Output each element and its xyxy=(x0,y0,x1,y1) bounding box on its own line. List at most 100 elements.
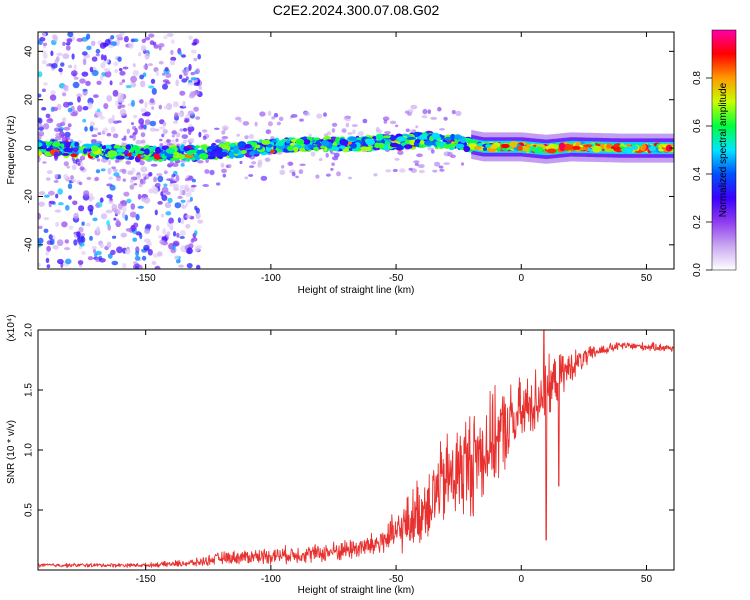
spectral-blob xyxy=(163,183,168,187)
spectral-blob xyxy=(153,176,158,183)
spectral-blob xyxy=(281,165,285,169)
spectral-blob xyxy=(200,144,207,149)
spectral-blob xyxy=(631,145,639,150)
spectral-blob xyxy=(150,163,158,167)
spectral-blob xyxy=(119,108,127,116)
spectral-blob xyxy=(73,64,77,71)
spectral-blob xyxy=(186,247,193,255)
spectral-blob xyxy=(99,42,107,49)
spectral-blob xyxy=(202,129,208,133)
spectral-blob xyxy=(483,147,487,152)
spectral-blob xyxy=(434,161,441,167)
spectrogram-y-label: Frequency (Hz) xyxy=(6,116,17,185)
spectral-blob xyxy=(133,114,138,119)
spectral-blob xyxy=(49,200,56,204)
spectral-blob xyxy=(106,132,112,137)
spectral-blob xyxy=(62,85,68,90)
spectral-blob xyxy=(87,102,93,109)
spectral-blob xyxy=(154,265,161,269)
spectral-blob xyxy=(144,36,151,41)
spectral-blob xyxy=(79,78,86,84)
spectral-blob xyxy=(170,174,175,180)
spectral-blob xyxy=(187,199,191,203)
spectral-blob xyxy=(147,249,153,256)
spectral-blob xyxy=(181,54,186,58)
x-tick-label: 50 xyxy=(641,574,653,585)
spectral-blob xyxy=(125,144,131,150)
spectral-blob xyxy=(110,126,116,133)
spectral-blob xyxy=(164,153,174,157)
spectral-blob xyxy=(293,146,299,152)
spectral-blob xyxy=(326,131,331,136)
spectral-blob xyxy=(113,217,117,221)
spectral-blob xyxy=(214,127,220,130)
spectral-blob xyxy=(78,205,85,212)
spectral-blob xyxy=(232,145,240,149)
spectral-blob xyxy=(42,42,48,46)
spectral-blob xyxy=(45,251,49,256)
spectral-blob xyxy=(62,41,66,47)
spectral-blob xyxy=(360,146,369,151)
spectral-blob xyxy=(112,133,119,139)
spectral-blob xyxy=(191,42,197,46)
spectral-blob xyxy=(117,202,123,210)
spectral-blob xyxy=(144,148,150,156)
spectral-blob xyxy=(115,100,119,107)
y-tick-label: -40 xyxy=(24,237,35,252)
spectral-blob xyxy=(163,35,168,40)
spectral-blob xyxy=(140,132,146,138)
spectral-blob xyxy=(78,181,83,186)
spectral-blob xyxy=(60,143,65,148)
spectral-blob xyxy=(330,167,334,171)
spectral-blob xyxy=(312,137,320,141)
spectral-blob xyxy=(60,121,66,127)
spectral-blob xyxy=(131,99,135,107)
spectral-blob xyxy=(86,33,91,40)
spectral-blob xyxy=(185,192,192,197)
spectral-blob xyxy=(188,63,192,71)
spectral-blob xyxy=(148,33,155,38)
spectral-blob xyxy=(267,121,273,127)
spectral-blob xyxy=(190,238,195,244)
spectral-blob xyxy=(151,106,155,110)
spectral-blob xyxy=(195,68,200,75)
spectral-blob xyxy=(331,156,339,161)
spectral-blob xyxy=(606,143,612,149)
spectral-blob xyxy=(41,59,47,65)
spectral-blob xyxy=(182,127,188,132)
spectral-blob xyxy=(38,117,43,124)
spectral-blob xyxy=(185,202,189,207)
spectral-blob xyxy=(159,239,165,245)
spectral-blob xyxy=(373,173,378,177)
spectral-blob xyxy=(84,126,88,132)
spectral-blob xyxy=(54,136,62,141)
spectral-blob xyxy=(86,176,92,181)
spectral-blob xyxy=(81,250,86,255)
spectral-blob xyxy=(38,156,41,163)
spectral-blob xyxy=(184,118,190,123)
spectral-blob xyxy=(54,173,59,179)
spectral-blob xyxy=(57,188,63,195)
spectral-blob xyxy=(125,85,132,89)
spectral-blob xyxy=(52,34,59,42)
spectral-blob xyxy=(119,81,123,86)
spectral-blob xyxy=(162,121,167,127)
spectral-blob xyxy=(167,197,173,204)
spectral-blob xyxy=(460,138,467,144)
spectral-blob xyxy=(70,175,74,181)
spectral-blob xyxy=(374,142,380,149)
spectral-blob xyxy=(396,136,407,142)
spectral-blob xyxy=(64,131,71,138)
spectral-blob xyxy=(65,45,71,51)
spectral-blob xyxy=(71,179,76,183)
spectral-blob xyxy=(106,241,112,249)
y-tick-label: 1.5 xyxy=(24,383,35,397)
spectral-blob xyxy=(188,129,192,136)
spectral-blob xyxy=(46,264,51,269)
spectral-blob xyxy=(179,128,184,132)
spectral-blob xyxy=(38,150,43,156)
spectral-blob xyxy=(46,177,51,181)
spectral-blob xyxy=(236,133,240,137)
spectral-blob xyxy=(415,125,419,129)
spectral-blob xyxy=(131,152,136,157)
